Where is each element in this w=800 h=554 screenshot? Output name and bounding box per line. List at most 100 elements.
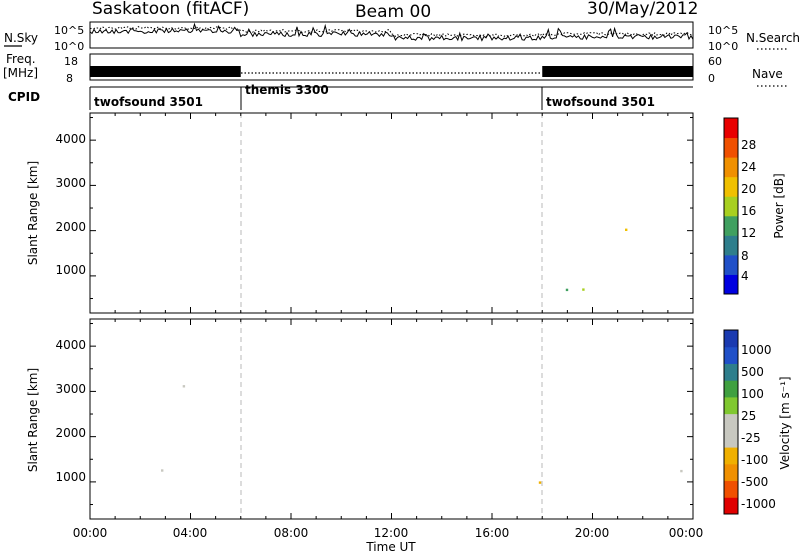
power-ytick-3000: 3000 (55, 176, 86, 190)
velocity-plot-bg (90, 319, 693, 519)
power-plot-bg (90, 113, 693, 313)
velocity-colorbar-segment (724, 330, 738, 348)
velocity-colorbar-segment (724, 363, 738, 381)
vel-cbar-tick-500: 500 (741, 365, 764, 379)
power-cbar-tick-8: 8 (741, 249, 749, 263)
cpid-mode-3: twofsound 3501 (546, 95, 655, 109)
x-tick-label-1: 04:00 (173, 526, 208, 540)
power-colorbar-segment (724, 118, 738, 139)
power-cbar-tick-24: 24 (741, 160, 756, 174)
freq-bar-block (542, 66, 693, 77)
velocity-colorbar-label: Velocity [m s⁻¹] (778, 376, 792, 469)
power-panel: 1000 2000 3000 4000 Slant Range [km] 4 8… (26, 112, 786, 314)
x-tick-label-0: 00:00 (73, 526, 108, 540)
nsky-tick-top: 10^5 (54, 24, 84, 37)
freq-bar-block (90, 66, 241, 77)
freq-bars (90, 66, 693, 77)
power-colorbar-segment (724, 274, 738, 295)
power-colorbar-segment (724, 235, 738, 256)
power-cbar-tick-12: 12 (741, 226, 756, 240)
velocity-ytick-4000: 4000 (55, 338, 86, 352)
velocity-colorbar-segment (724, 447, 738, 465)
cpid-label: CPID (8, 90, 40, 104)
nsearch-label: N.Search (746, 31, 800, 45)
power-cbar-tick-16: 16 (741, 204, 756, 218)
vel-cbar-tick-1000: 1000 (741, 343, 772, 357)
velocity-ytick-3000: 3000 (55, 382, 86, 396)
beam-title: Beam 00 (355, 2, 431, 22)
nsearch-tick-top: 10^5 (708, 24, 738, 37)
velocity-colorbar-segment (724, 497, 738, 515)
power-colorbar-segment (724, 215, 738, 236)
nsky-label: N.Sky (4, 31, 38, 45)
power-ylabel: Slant Range [km] (26, 161, 40, 265)
power-colorbar-ticks: 4 8 12 16 20 24 28 (741, 138, 756, 283)
x-axis: 00:00 04:00 08:00 12:00 16:00 20:00 00:0… (73, 113, 704, 554)
vel-cbar-tick-m100: -100 (741, 453, 768, 467)
power-colorbar-segment (724, 137, 738, 158)
cpid-mode-1: twofsound 3501 (94, 95, 203, 109)
x-axis-label: Time UT (365, 540, 416, 554)
velocity-colorbar-ticks: 1000 500 100 25 -25 -100 -500 -1000 (741, 343, 776, 511)
nsky-panel: N.Sky 10^5 10^0 10^5 10^0 N.Search (4, 21, 800, 53)
vel-cbar-tick-m25: -25 (741, 431, 761, 445)
nsearch-tick-bottom: 10^0 (708, 40, 738, 53)
velocity-yaxis: 1000 2000 3000 4000 (55, 323, 693, 506)
velocity-ytick-2000: 2000 (55, 426, 86, 440)
velocity-ylabel: Slant Range [km] (26, 368, 40, 472)
nsky-frame (89, 21, 694, 49)
freq-panel: Freq. [MHz] 18 8 60 0 Nave (3, 52, 787, 87)
power-colorbar-segment (724, 196, 738, 217)
power-cell (565, 288, 569, 292)
cpid-row: CPID twofsound 3501 themis 3300 twofsoun… (8, 83, 693, 110)
power-ytick-4000: 4000 (55, 132, 86, 146)
velocity-colorbar (724, 330, 738, 515)
velocity-heatmap (161, 385, 683, 484)
nsky-trace (89, 22, 694, 42)
power-yaxis: 1000 2000 3000 4000 (55, 117, 693, 300)
power-cell (582, 288, 585, 291)
date-title: 30/May/2012 (587, 0, 699, 19)
power-colorbar-frame (723, 117, 739, 295)
power-cbar-tick-4: 4 (741, 269, 749, 283)
velocity-panel: 1000 2000 3000 4000 Slant Range [km] 100… (26, 318, 792, 520)
x-tick-label-4: 16:00 (475, 526, 510, 540)
power-colorbar (724, 118, 738, 295)
x-tick-label-6: 00:00 (669, 526, 704, 540)
velocity-colorbar-segment (724, 346, 738, 364)
power-ytick-1000: 1000 (55, 263, 86, 277)
freq-tick-top: 18 (64, 55, 78, 68)
vel-cbar-tick-m500: -500 (741, 475, 768, 489)
power-colorbar-segment (724, 157, 738, 178)
velocity-colorbar-segment (724, 463, 738, 482)
power-heatmap (565, 228, 628, 292)
nave-tick-bottom: 0 (708, 72, 715, 85)
velocity-colorbar-segment (724, 430, 738, 448)
velocity-colorbar-frame (723, 329, 739, 515)
freq-tick-bottom: 8 (66, 72, 73, 85)
nave-tick-top: 60 (708, 55, 722, 68)
site-title: Saskatoon (fitACF) (92, 0, 249, 19)
x-tick-label-3: 12:00 (374, 526, 409, 540)
freq-label-top: Freq. (6, 52, 36, 66)
nsearch-trace (89, 25, 694, 38)
power-cbar-tick-28: 28 (741, 138, 756, 152)
vel-cbar-tick-100: 100 (741, 387, 764, 401)
x-ticks (89, 113, 694, 519)
vel-cbar-tick-25: 25 (741, 409, 756, 423)
x-tick-label-2: 08:00 (274, 526, 309, 540)
power-cbar-tick-20: 20 (741, 182, 756, 196)
velocity-colorbar-segment (724, 413, 738, 431)
velocity-colorbar-segment (724, 396, 738, 415)
velocity-cell (680, 469, 683, 473)
velocity-cell (161, 469, 164, 472)
velocity-colorbar-segment (724, 480, 738, 498)
nave-label: Nave (752, 67, 783, 81)
power-colorbar-segment (724, 254, 738, 275)
nsky-tick-bottom: 10^0 (54, 40, 84, 53)
power-ytick-2000: 2000 (55, 220, 86, 234)
velocity-ytick-1000: 1000 (55, 470, 86, 484)
vel-cbar-tick-m1000: -1000 (741, 497, 776, 511)
x-tick-label-5: 20:00 (575, 526, 610, 540)
